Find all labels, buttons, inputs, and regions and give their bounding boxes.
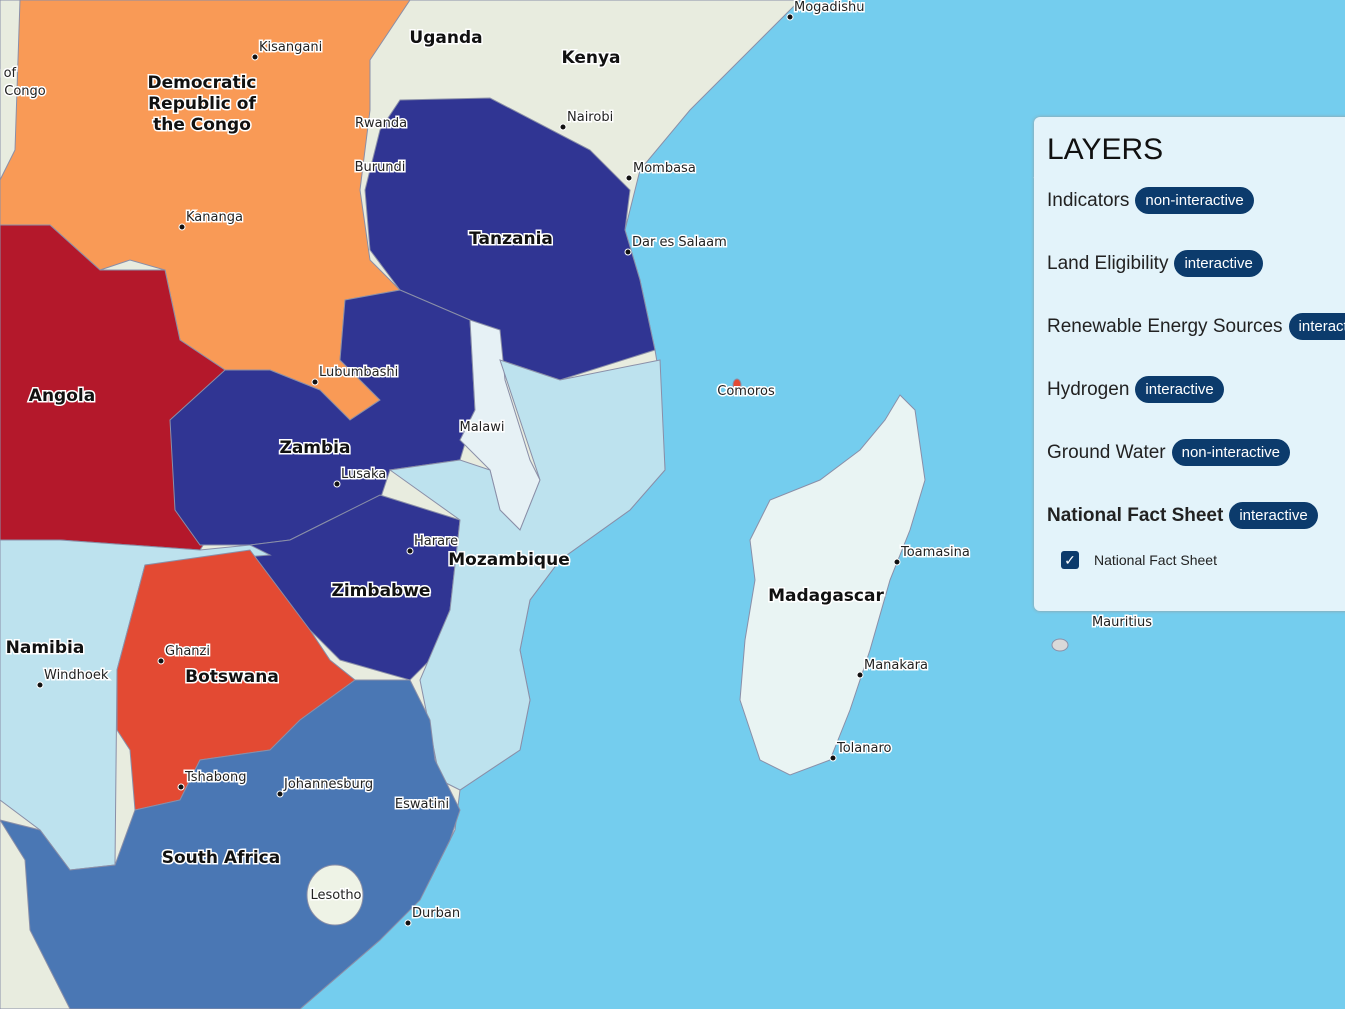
city-dot <box>829 754 837 762</box>
place-label: Rwanda <box>355 116 407 131</box>
layer-row[interactable]: Hydrogen interactive <box>1047 376 1224 403</box>
place-label: Durban <box>412 906 460 921</box>
place-label: Lubumbashi <box>319 365 398 380</box>
layer-row[interactable]: National Fact Sheet interactive <box>1047 502 1318 529</box>
place-label: Eswatini <box>395 797 449 812</box>
city-dot <box>625 174 633 182</box>
city-dot <box>893 558 901 566</box>
place-label: Malawi <box>459 420 504 435</box>
city-dot <box>157 657 165 665</box>
layer-name: Land Eligibility <box>1047 252 1169 274</box>
place-label: Angola <box>29 386 95 406</box>
layer-badge: non-interactive <box>1171 439 1291 466</box>
layer-row[interactable]: Renewable Energy Sourcesinteractive <box>1047 313 1345 340</box>
layer-name: National Fact Sheet <box>1047 504 1224 526</box>
city-dot <box>559 123 567 131</box>
layer-row[interactable]: Land Eligibility interactive <box>1047 250 1263 277</box>
place-label: Botswana <box>185 667 279 687</box>
city-dot <box>624 248 632 256</box>
place-label: Toamasina <box>900 545 970 560</box>
place-label: Lesotho <box>310 888 361 903</box>
place-label: Madagascar <box>768 586 884 606</box>
place-label: Tanzania <box>469 229 553 249</box>
city-dot <box>178 223 186 231</box>
layer-name: Renewable Energy Sources <box>1047 315 1283 337</box>
land <box>0 0 1069 1009</box>
place-label: Dar es Salaam <box>632 235 727 250</box>
city-dot <box>36 681 44 689</box>
layer-name: Indicators <box>1047 189 1130 211</box>
panel-title: LAYERS <box>1047 133 1164 166</box>
place-label: Mozambique <box>448 550 569 570</box>
place-label: Democratic <box>148 73 257 93</box>
layer-row[interactable]: Ground Water non-interactive <box>1047 439 1291 466</box>
checkbox-label: National Fact Sheet <box>1094 552 1217 568</box>
place-label: Mogadishu <box>794 0 865 15</box>
place-label: Manakara <box>864 658 928 673</box>
place-label: Tolanaro <box>836 741 892 756</box>
place-label: Kananga <box>186 210 243 225</box>
checkbox[interactable]: ✓ <box>1061 551 1079 569</box>
place-label: Congo <box>4 84 46 99</box>
place-label: South Africa <box>162 848 281 868</box>
place-label: Mombasa <box>633 161 696 176</box>
place-label: Republic of <box>148 94 256 114</box>
place-label: the Congo <box>153 115 251 135</box>
layer-badge: non-interactive <box>1135 187 1254 214</box>
city-dot <box>311 378 319 386</box>
layer-badge: interactive <box>1288 313 1345 340</box>
layer-badge: interactive <box>1174 250 1263 277</box>
city-dot <box>406 547 414 555</box>
layer-name: Hydrogen <box>1047 378 1130 400</box>
place-label: Kenya <box>561 48 620 68</box>
city-dot <box>786 13 794 21</box>
place-label: Comoros <box>717 384 775 399</box>
layer-row[interactable]: Indicators non-interactive <box>1047 187 1254 214</box>
layer-badge: interactive <box>1229 502 1318 529</box>
place-label: Mauritius <box>1092 615 1152 630</box>
place-label: Nairobi <box>567 110 613 125</box>
place-label: Lusaka <box>341 467 386 482</box>
place-label: Uganda <box>409 28 482 48</box>
layer-badge: interactive <box>1135 376 1224 403</box>
city-dot <box>404 919 412 927</box>
place-label: Zimbabwe <box>332 581 431 601</box>
place-label: Ghanzi <box>165 644 210 659</box>
city-dot <box>276 790 284 798</box>
place-label: Zambia <box>280 438 351 458</box>
city-dot <box>333 480 341 488</box>
layer-name: Ground Water <box>1047 441 1166 463</box>
place-label: Republic of <box>0 66 17 81</box>
city-dot <box>856 671 864 679</box>
place-label: Namibia <box>6 638 85 658</box>
place-label: Johannesburg <box>283 777 373 792</box>
place-label: Windhoek <box>44 668 109 683</box>
place-label: Burundi <box>355 160 406 175</box>
city-dot <box>251 53 259 61</box>
city-dot <box>177 783 185 791</box>
place-label: Tshabong <box>184 770 246 785</box>
place-label: Harare <box>414 534 458 549</box>
layers-panel: LAYERS Indicators non-interactive Land Eli… <box>1034 117 1345 611</box>
place-label: Kisangani <box>259 40 322 55</box>
checkbox-row[interactable]: ✓ National Fact Sheet <box>1061 551 1217 569</box>
